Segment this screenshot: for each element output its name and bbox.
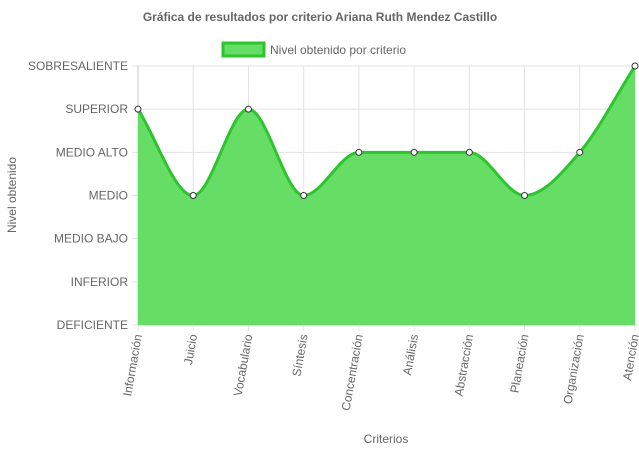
- x-tick-label: Organización: [561, 333, 587, 405]
- data-point-planeación[interactable]: [521, 192, 529, 199]
- y-axis-title: Nivel obtenido: [5, 157, 19, 233]
- legend-swatch: [221, 41, 266, 58]
- data-point-vocabulario[interactable]: [244, 105, 252, 113]
- data-points: [134, 62, 639, 199]
- y-tick-label: SOBRESALIENTE: [28, 59, 128, 73]
- y-tick-label: DEFICIENTE: [57, 318, 128, 332]
- x-tick-label: Síntesis: [289, 333, 310, 377]
- x-tick-label: Información: [120, 333, 145, 397]
- x-tick-label: Abstracción: [452, 333, 477, 397]
- chart-title: Gráfica de resultados por criterio Arian…: [143, 10, 497, 24]
- x-axis: Información Juicio Vocabulario Síntesis Conc…: [120, 333, 639, 412]
- y-tick-label: SUPERIOR: [65, 102, 128, 116]
- y-tick-label: INFERIOR: [71, 275, 129, 289]
- data-point-concentración[interactable]: [355, 148, 363, 156]
- x-tick-label: Atención: [620, 333, 639, 381]
- data-point-atención[interactable]: [631, 62, 639, 70]
- legend[interactable]: Nivel obtenido por criterio: [221, 41, 406, 58]
- y-tick-label: MEDIO ALTO: [56, 145, 128, 159]
- data-point-organización[interactable]: [576, 148, 584, 156]
- area-fill: [138, 66, 635, 325]
- y-tick-label: MEDIO: [89, 189, 128, 203]
- plot-area: [136, 65, 637, 325]
- x-tick-label: Juicio: [181, 333, 200, 366]
- data-point-síntesis[interactable]: [300, 192, 308, 199]
- x-tick-label: Análisis: [400, 333, 421, 376]
- y-axis: DEFICIENTE INFERIOR MEDIO BAJO MEDIO MEDIO A…: [28, 59, 128, 332]
- x-tick-label: Planeación: [507, 333, 531, 394]
- data-point-información[interactable]: [134, 105, 142, 113]
- data-point-análisis[interactable]: [410, 148, 418, 156]
- x-tick-label: Concentración: [339, 333, 366, 412]
- x-axis-title: Criterios: [364, 432, 409, 446]
- data-point-abstracción[interactable]: [465, 148, 473, 156]
- x-tick-label: Vocabulario: [231, 333, 256, 398]
- legend-label: Nivel obtenido por criterio: [270, 43, 406, 57]
- data-point-juicio[interactable]: [189, 192, 197, 199]
- y-tick-label: MEDIO BAJO: [54, 232, 128, 246]
